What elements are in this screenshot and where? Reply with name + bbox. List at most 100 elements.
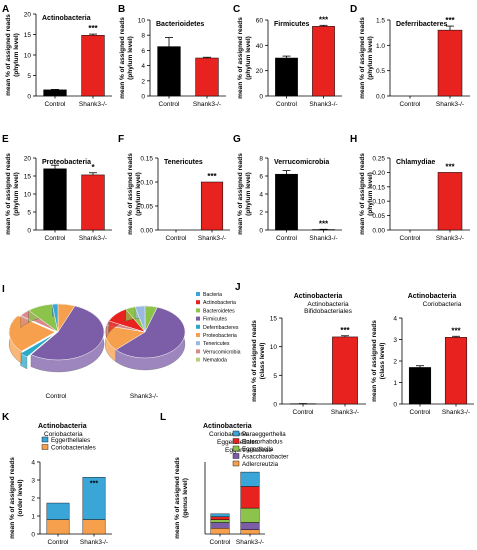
panel-letter: I (2, 284, 5, 295)
stack-segment (210, 513, 230, 517)
x-tick-label: Shank3-/- (309, 101, 337, 108)
y-tick-label: 0.0 (376, 94, 385, 101)
x-tick-label: Control (45, 235, 67, 242)
y-tick-label: 6 (141, 48, 145, 55)
bar-control (43, 168, 67, 231)
bar-control (408, 367, 432, 405)
y-tick-label: 0.00 (140, 228, 153, 235)
panel-letter: D (350, 4, 357, 15)
y-axis-label: (phylum level) (245, 36, 252, 80)
panel-subtitle: Coriobacteria (423, 301, 462, 308)
y-tick-label: 0 (27, 228, 31, 235)
legend-swatch (196, 308, 200, 313)
y-tick-label: 0.5 (376, 68, 385, 75)
y-tick-label: 3 (393, 337, 397, 344)
y-tick-label: 2 (393, 359, 397, 366)
y-tick-label: 4 (393, 316, 397, 323)
y-tick-label: 0.15 (140, 156, 153, 163)
legend-swatch (196, 300, 200, 305)
y-tick-label: 20 (256, 68, 264, 75)
y-tick-label: 0.05 (372, 213, 385, 220)
legend-swatch (232, 453, 240, 459)
y-axis-label: (phylum level) (127, 36, 134, 80)
pie-slice (51, 303, 59, 333)
x-tick-label: Control (210, 539, 232, 546)
pie-slice (8, 315, 56, 352)
y-axis-label: mean % of assigned reads (359, 17, 366, 99)
panel-letter: B (118, 4, 125, 15)
pie-label-shank3: Shank3-/- (130, 393, 158, 400)
stack-segment (240, 529, 260, 535)
panel-letter: L (160, 412, 166, 423)
y-tick-label: 0 (259, 94, 263, 101)
legend-label: Nematoda (203, 358, 227, 364)
legend-swatch (196, 349, 200, 354)
stack-segment (210, 528, 230, 535)
y-tick-label: 1.0 (376, 43, 385, 50)
legend-label: Enterorhabdus (242, 439, 283, 446)
y-tick-label: 4 (141, 63, 145, 70)
y-axis-label: (class level) (379, 343, 386, 380)
pie-slice (115, 306, 186, 359)
x-tick-label: Shank3-/- (80, 539, 108, 546)
y-tick-label: 20 (24, 12, 32, 19)
stack-segment (46, 519, 70, 535)
x-tick-label: Control (166, 235, 188, 242)
panel-J2: mean % of assigned reads (class level) 0 1 2… (371, 293, 474, 416)
x-tick-label: Control (159, 101, 181, 108)
x-tick-label: Shank3-/- (236, 539, 264, 546)
significance-label: *** (88, 24, 98, 33)
y-axis-label: (class level) (259, 343, 266, 380)
panel-title: Actinobacteria (294, 293, 343, 300)
bar-control (157, 46, 181, 97)
y-axis-label: mean % of assigned reads (119, 17, 126, 99)
y-tick-label: 10 (24, 192, 32, 199)
legend-swatch (196, 333, 200, 337)
panel-subtitle: Coriobacteria (44, 431, 83, 438)
bar-control (43, 89, 67, 97)
significance-label: *** (207, 172, 217, 181)
significance-label: *** (340, 326, 350, 335)
panel-title: Chlamydiae (396, 159, 435, 166)
legend-swatch (232, 430, 240, 437)
y-axis-label: mean % of assigned reads (237, 17, 244, 99)
bar-shank3 (195, 57, 219, 97)
y-tick-label: 15 (270, 316, 278, 323)
panel-letter: A (2, 4, 9, 15)
y-axis-label: mean % of assigned reads (9, 457, 16, 539)
x-tick-label: Control (276, 101, 298, 108)
bar-shank3 (81, 174, 105, 231)
panel-subtitle: Eggerthellaceae (225, 447, 272, 454)
significance-label: *** (445, 16, 455, 25)
legend-label: Tenericutes (203, 341, 230, 347)
x-tick-label: Shank3-/- (436, 101, 464, 108)
panel-letter: F (118, 134, 124, 145)
legend-swatch (232, 445, 240, 452)
pie-shank3 (104, 305, 186, 371)
panel-letter: H (350, 134, 357, 145)
panel-title: Actinobacteria (408, 293, 457, 300)
legend-label: Paraeggerthella (242, 431, 286, 438)
legend-label: Coriobacteriales (51, 445, 96, 452)
y-axis-label: mean % of assigned reads (5, 14, 12, 96)
significance-label: *** (319, 15, 329, 24)
bar-shank3 (81, 35, 105, 97)
panel-title: Bacterioidetes (156, 21, 204, 28)
y-tick-label: 60 (256, 18, 264, 25)
y-axis-label: (phylum level) (367, 36, 374, 80)
y-axis-label: (genus level) (182, 478, 189, 518)
y-tick-label: 8 (141, 33, 145, 40)
legend-label: Adlercreutzia (242, 461, 279, 468)
y-tick-label: 4 (31, 460, 35, 467)
x-tick-label: Shank3-/- (79, 235, 107, 242)
y-tick-label: 1 (393, 380, 397, 387)
y-tick-label: 0 (259, 228, 263, 235)
legend-swatch (196, 324, 200, 329)
panel-title: Actinobacteria (38, 423, 87, 430)
y-tick-label: 0.00 (372, 228, 385, 235)
y-axis-label: mean % of assigned reads (371, 320, 378, 402)
y-axis-label: (order level) (17, 479, 24, 516)
x-tick-label: Shank3-/- (436, 235, 464, 242)
